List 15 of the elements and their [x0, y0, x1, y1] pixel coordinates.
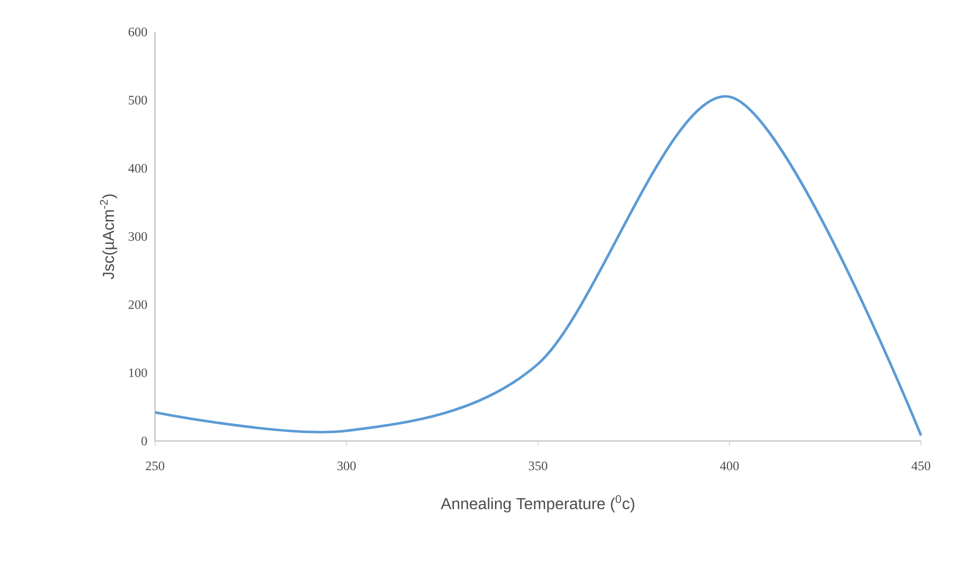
- y-tick-label: 400: [128, 164, 147, 173]
- x-tick-label: 300: [337, 462, 356, 470]
- x-tick-label: 400: [720, 462, 739, 470]
- y-tick-label: 100: [129, 368, 147, 378]
- y-tick-label: 0: [142, 436, 147, 446]
- y-tick-label: 200: [128, 300, 147, 310]
- x-tick-label: 250: [146, 462, 164, 470]
- x-tick-label: 450: [912, 462, 930, 470]
- y-tick-label: 500: [128, 96, 147, 105]
- y-axis-title: Jsc(µAcm$^{-2}$): [100, 194, 118, 280]
- x-tick-label: 350: [528, 462, 548, 470]
- x-axis-title: Annealing Temperature ($^{0}$c): [440, 495, 634, 512]
- y-tick-label: 300: [128, 232, 147, 241]
- y-tick-label: 600: [128, 28, 147, 36]
- line-series: [154, 95, 922, 437]
